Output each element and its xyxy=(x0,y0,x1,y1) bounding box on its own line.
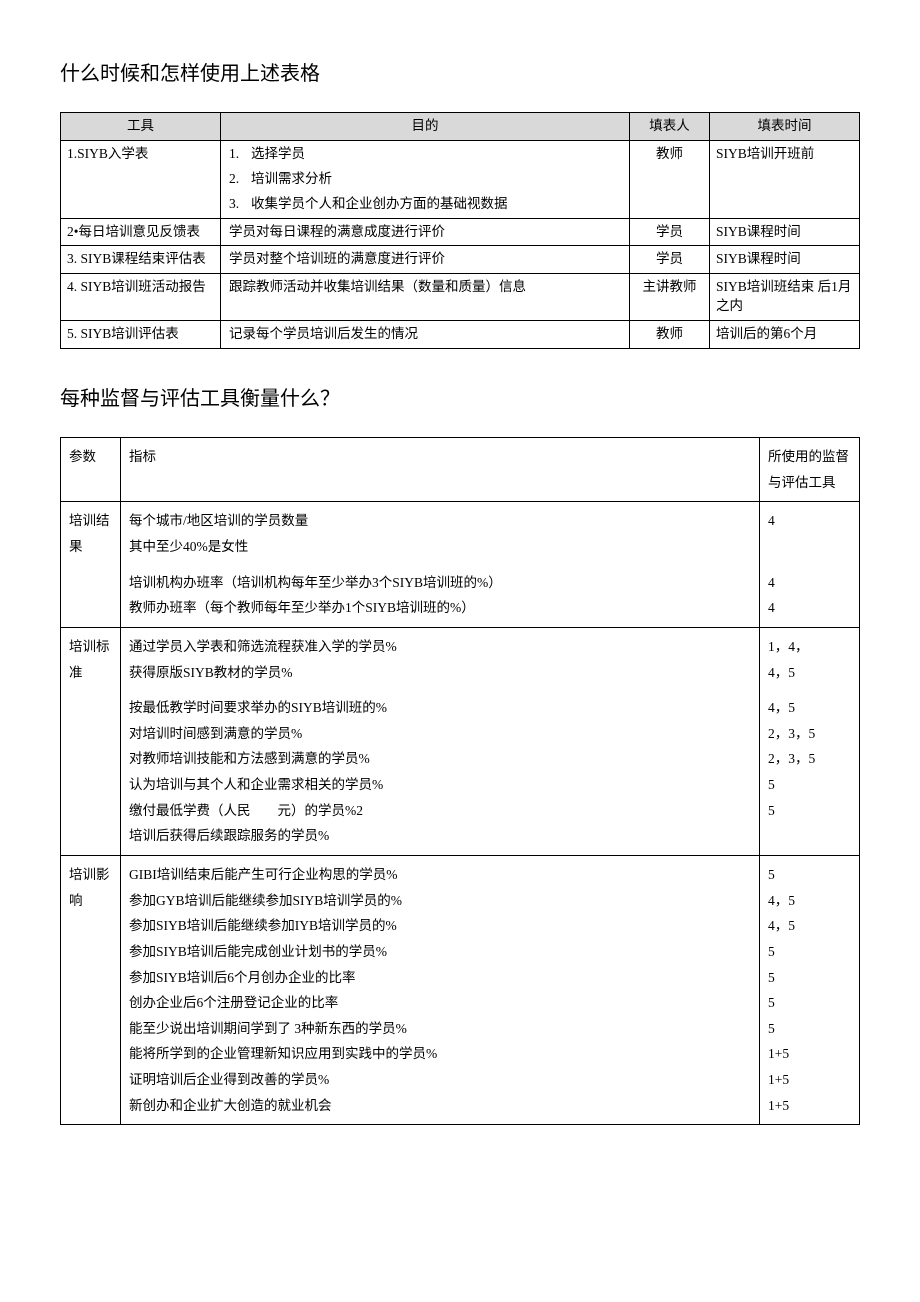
tool-line: 4，5 xyxy=(768,913,851,939)
t2-indicator: GIBI培训结束后能产生可行企业构思的学员% 参加GYB培训后能继续参加SIYB… xyxy=(121,855,760,1124)
t2-h-param: 参数 xyxy=(61,438,121,502)
tool-line: 5 xyxy=(768,1016,851,1042)
t1-h-purpose: 目的 xyxy=(221,113,630,141)
table-row: 1.SIYB入学表 1.选择学员 2.培训需求分析 3.收集学员个人和企业创办方… xyxy=(61,140,860,218)
tool-line: 1+5 xyxy=(768,1041,851,1067)
tool-line: 5 xyxy=(768,939,851,965)
t2-indicator: 通过学员入学表和筛选流程获准入学的学员% 获得原版SIYB教材的学员% 按最低教… xyxy=(121,627,760,855)
table-row: 参数 指标 所使用的监督与评估工具 xyxy=(61,438,860,502)
tool-line: 5 xyxy=(768,990,851,1016)
t1-filler: 学员 xyxy=(630,246,710,274)
indicator-line: 参加SIYB培训后能继续参加IYB培训学员的% xyxy=(129,913,751,939)
tool-line: 4，5 xyxy=(768,695,851,721)
tool-line: 4 xyxy=(768,570,851,596)
indicator-line: 获得原版SIYB教材的学员% xyxy=(129,660,751,686)
tool-line xyxy=(768,534,851,560)
tool-line: 4，5 xyxy=(768,888,851,914)
tool-line: 5 xyxy=(768,862,851,888)
tool-line: 5 xyxy=(768,772,851,798)
indicator-line: 新创办和企业扩大创造的就业机会 xyxy=(129,1093,751,1119)
indicator-line: 按最低教学时间要求举办的SIYB培训班的% xyxy=(129,695,751,721)
t1-purpose: 记录每个学员培训后发生的情况 xyxy=(221,321,630,349)
tools-table: 工具 目的 填表人 填表时间 1.SIYB入学表 1.选择学员 2.培训需求分析… xyxy=(60,112,860,349)
indicator-line: 认为培训与其个人和企业需求相关的学员% xyxy=(129,772,751,798)
t1-tool: 3. SIYB课程结束评估表 xyxy=(61,246,221,274)
t2-h-tool: 所使用的监督与评估工具 xyxy=(760,438,860,502)
tool-line xyxy=(768,823,851,849)
indicator-line: 对培训时间感到满意的学员% xyxy=(129,721,751,747)
t1-purpose: 学员对整个培训班的满意度进行评价 xyxy=(221,246,630,274)
t1-purpose: 学员对每日课程的满意成度进行评价 xyxy=(221,218,630,246)
indicator-line: 参加SIYB培训后6个月创办企业的比率 xyxy=(129,965,751,991)
t1-purpose: 跟踪教师活动并收集培训结果（数量和质量）信息 xyxy=(221,274,630,321)
indicator-line: GIBI培训结束后能产生可行企业构思的学员% xyxy=(129,862,751,888)
t1-tool: 1.SIYB入学表 xyxy=(61,140,221,218)
table-row: 2•每日培训意见反馈表 学员对每日课程的满意成度进行评价 学员 SIYB课程时间 xyxy=(61,218,860,246)
indicator-line: 参加GYB培训后能继续参加SIYB培训学员的% xyxy=(129,888,751,914)
indicator-line: 参加SIYB培训后能完成创业计划书的学员% xyxy=(129,939,751,965)
tool-line: 5 xyxy=(768,965,851,991)
tool-line: 4 xyxy=(768,508,851,534)
tool-line: 1，4， xyxy=(768,634,851,660)
t1-when: SIYB课程时间 xyxy=(710,218,860,246)
t1-when: SIYB培训班结束 后1月之内 xyxy=(710,274,860,321)
t1-h-tool: 工具 xyxy=(61,113,221,141)
indicator-line: 能将所学到的企业管理新知识应用到实践中的学员% xyxy=(129,1041,751,1067)
t2-param: 培训影响 xyxy=(61,855,121,1124)
table-row: 4. SIYB培训班活动报告 跟踪教师活动并收集培训结果（数量和质量）信息 主讲… xyxy=(61,274,860,321)
table-row: 培训影响 GIBI培训结束后能产生可行企业构思的学员% 参加GYB培训后能继续参… xyxy=(61,855,860,1124)
t2-tool: 1，4， 4，5 4，5 2，3，5 2，3，5 5 5 xyxy=(760,627,860,855)
indicator-line: 证明培训后企业得到改善的学员% xyxy=(129,1067,751,1093)
indicator-line: 培训机构办班率（培训机构每年至少举办3个SIYB培训班的%） xyxy=(129,570,751,596)
indicator-line: 创办企业后6个注册登记企业的比率 xyxy=(129,990,751,1016)
tool-line: 1+5 xyxy=(768,1093,851,1119)
t1-filler: 学员 xyxy=(630,218,710,246)
tool-line: 2，3，5 xyxy=(768,746,851,772)
t1-when: SIYB课程时间 xyxy=(710,246,860,274)
t1-tool: 5. SIYB培训评估表 xyxy=(61,321,221,349)
t2-indicator: 每个城市/地区培训的学员数量 其中至少40%是女性 培训机构办班率（培训机构每年… xyxy=(121,502,760,628)
indicator-line: 能至少说出培训期间学到了 3种新东西的学员% xyxy=(129,1016,751,1042)
tool-line: 2，3，5 xyxy=(768,721,851,747)
list-text: 收集学员个人和企业创办方面的基础视数据 xyxy=(251,196,508,211)
t1-when: 培训后的第6个月 xyxy=(710,321,860,349)
heading-when-how: 什么时候和怎样使用上述表格 xyxy=(60,60,860,88)
t1-tool: 2•每日培训意见反馈表 xyxy=(61,218,221,246)
t1-tool: 4. SIYB培训班活动报告 xyxy=(61,274,221,321)
tool-line: 1+5 xyxy=(768,1067,851,1093)
t2-h-indicator: 指标 xyxy=(121,438,760,502)
list-text: 选择学员 xyxy=(251,146,305,161)
table-row: 5. SIYB培训评估表 记录每个学员培训后发生的情况 教师 培训后的第6个月 xyxy=(61,321,860,349)
indicator-line: 通过学员入学表和筛选流程获准入学的学员% xyxy=(129,634,751,660)
t1-filler: 教师 xyxy=(630,321,710,349)
table-row: 3. SIYB课程结束评估表 学员对整个培训班的满意度进行评价 学员 SIYB课… xyxy=(61,246,860,274)
t1-h-filler: 填表人 xyxy=(630,113,710,141)
table-row: 培训结果 每个城市/地区培训的学员数量 其中至少40%是女性 培训机构办班率（培… xyxy=(61,502,860,628)
list-num: 2. xyxy=(229,170,251,189)
t2-param: 培训标准 xyxy=(61,627,121,855)
indicator-line: 缴付最低学费（人民 元）的学员%2 xyxy=(129,798,751,824)
t1-filler: 教师 xyxy=(630,140,710,218)
t1-when: SIYB培训开班前 xyxy=(710,140,860,218)
indicator-line: 每个城市/地区培训的学员数量 xyxy=(129,508,751,534)
list-num: 3. xyxy=(229,195,251,214)
tool-line: 4 xyxy=(768,595,851,621)
t2-param: 培训结果 xyxy=(61,502,121,628)
t1-purpose: 1.选择学员 2.培训需求分析 3.收集学员个人和企业创办方面的基础视数据 xyxy=(221,140,630,218)
indicator-line: 对教师培训技能和方法感到满意的学员% xyxy=(129,746,751,772)
tool-line: 4，5 xyxy=(768,660,851,686)
t1-h-when: 填表时间 xyxy=(710,113,860,141)
indicators-table: 参数 指标 所使用的监督与评估工具 培训结果 每个城市/地区培训的学员数量 其中… xyxy=(60,437,860,1125)
t2-tool: 4 4 4 xyxy=(760,502,860,628)
tool-line: 5 xyxy=(768,798,851,824)
table-row: 培训标准 通过学员入学表和筛选流程获准入学的学员% 获得原版SIYB教材的学员%… xyxy=(61,627,860,855)
list-text: 培训需求分析 xyxy=(251,171,332,186)
indicator-line: 培训后获得后续跟踪服务的学员% xyxy=(129,823,751,849)
indicator-line: 教师办班率（每个教师每年至少举办1个SIYB培训班的%） xyxy=(129,595,751,621)
list-num: 1. xyxy=(229,145,251,164)
heading-measure: 每种监督与评估工具衡量什么？ xyxy=(60,385,860,413)
t1-filler: 主讲教师 xyxy=(630,274,710,321)
indicator-line: 其中至少40%是女性 xyxy=(129,534,751,560)
t2-tool: 5 4，5 4，5 5 5 5 5 1+5 1+5 1+5 xyxy=(760,855,860,1124)
